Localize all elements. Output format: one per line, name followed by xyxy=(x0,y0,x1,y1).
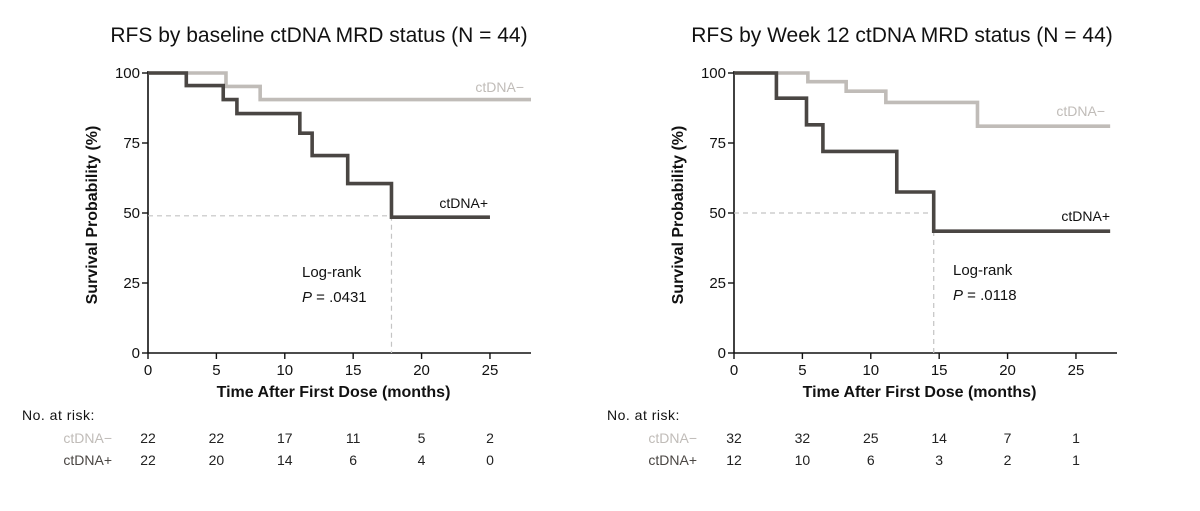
p-symbol: P xyxy=(953,287,963,304)
y-tick-label: 25 xyxy=(123,275,140,292)
risk-value: 6 xyxy=(349,452,357,468)
risk-value: 2 xyxy=(1004,452,1012,468)
y-tick-label: 0 xyxy=(718,345,726,362)
x-tick-label: 5 xyxy=(212,362,220,379)
risk-value: 22 xyxy=(209,430,225,446)
risk-value: 14 xyxy=(931,430,947,446)
survival-curve-ctdna-negative xyxy=(148,71,531,102)
legend-ctdna-positive: ctDNA+ xyxy=(1061,208,1110,224)
x-tick-label: 15 xyxy=(931,362,948,379)
risk-row-label: ctDNA− xyxy=(63,430,112,446)
survival-curve-ctdna-negative xyxy=(734,71,1111,128)
x-tick-label: 0 xyxy=(144,362,152,379)
risk-value: 3 xyxy=(935,452,943,468)
risk-value: 32 xyxy=(795,430,811,446)
risk-value: 1 xyxy=(1072,452,1080,468)
y-axis-label: Survival Probability (%) xyxy=(670,126,687,305)
logrank-p-value: P = .0118 xyxy=(953,287,1017,304)
risk-table-title: No. at risk: xyxy=(607,407,680,423)
p-symbol: P xyxy=(302,289,312,306)
x-tick-label: 25 xyxy=(1068,362,1085,379)
x-tick-label: 0 xyxy=(730,362,738,379)
chart-title: RFS by Week 12 ctDNA MRD status (N = 44) xyxy=(691,24,1113,47)
risk-value: 12 xyxy=(726,452,742,468)
risk-value: 22 xyxy=(140,430,156,446)
x-tick-label: 10 xyxy=(276,362,293,379)
risk-value: 10 xyxy=(795,452,811,468)
logrank-label: Log-rank xyxy=(953,262,1013,279)
risk-value: 6 xyxy=(867,452,875,468)
risk-value: 25 xyxy=(863,430,879,446)
logrank-label: Log-rank xyxy=(302,264,362,281)
chart-title: RFS by baseline ctDNA MRD status (N = 44… xyxy=(110,24,527,47)
y-tick-label: 75 xyxy=(123,135,140,152)
x-tick-label: 15 xyxy=(345,362,362,379)
logrank-p-value: P = .0431 xyxy=(302,289,367,306)
x-tick-label: 25 xyxy=(482,362,499,379)
risk-value: 0 xyxy=(486,452,494,468)
risk-value: 2 xyxy=(486,430,494,446)
legend-ctdna-positive: ctDNA+ xyxy=(439,195,488,211)
chart-panel-2: RFS by Week 12 ctDNA MRD status (N = 44)… xyxy=(607,24,1117,468)
risk-value: 14 xyxy=(277,452,293,468)
legend-ctdna-negative: ctDNA− xyxy=(1056,103,1105,119)
y-axis-label: Survival Probability (%) xyxy=(84,126,101,305)
risk-value: 11 xyxy=(346,430,361,446)
x-tick-label: 20 xyxy=(999,362,1016,379)
survival-curve-ctdna-positive xyxy=(734,71,1111,233)
risk-value: 22 xyxy=(140,452,156,468)
y-tick-label: 25 xyxy=(709,275,726,292)
risk-value: 7 xyxy=(1004,430,1012,446)
risk-row-label: ctDNA+ xyxy=(648,452,697,468)
risk-value: 32 xyxy=(726,430,742,446)
y-tick-label: 100 xyxy=(115,65,140,82)
y-tick-label: 50 xyxy=(709,205,726,222)
x-axis-label: Time After First Dose (months) xyxy=(803,384,1037,401)
risk-value: 17 xyxy=(277,430,293,446)
y-tick-label: 100 xyxy=(701,65,726,82)
y-tick-label: 75 xyxy=(709,135,726,152)
y-tick-label: 0 xyxy=(132,345,140,362)
risk-value: 20 xyxy=(209,452,225,468)
x-tick-label: 20 xyxy=(413,362,430,379)
risk-value: 5 xyxy=(418,430,426,446)
risk-row-label: ctDNA+ xyxy=(63,452,112,468)
chart-panel-1: RFS by baseline ctDNA MRD status (N = 44… xyxy=(22,24,531,468)
y-tick-label: 50 xyxy=(123,205,140,222)
survival-curve-ctdna-positive xyxy=(148,71,490,219)
risk-value: 4 xyxy=(418,452,426,468)
p-value-text: = .0431 xyxy=(312,289,367,306)
x-tick-label: 10 xyxy=(862,362,879,379)
x-axis-label: Time After First Dose (months) xyxy=(217,384,451,401)
risk-row-label: ctDNA− xyxy=(648,430,697,446)
risk-table-title: No. at risk: xyxy=(22,407,95,423)
p-value-text: = .0118 xyxy=(963,287,1017,304)
x-tick-label: 5 xyxy=(798,362,806,379)
legend-ctdna-negative: ctDNA− xyxy=(475,79,524,95)
risk-value: 1 xyxy=(1072,430,1080,446)
